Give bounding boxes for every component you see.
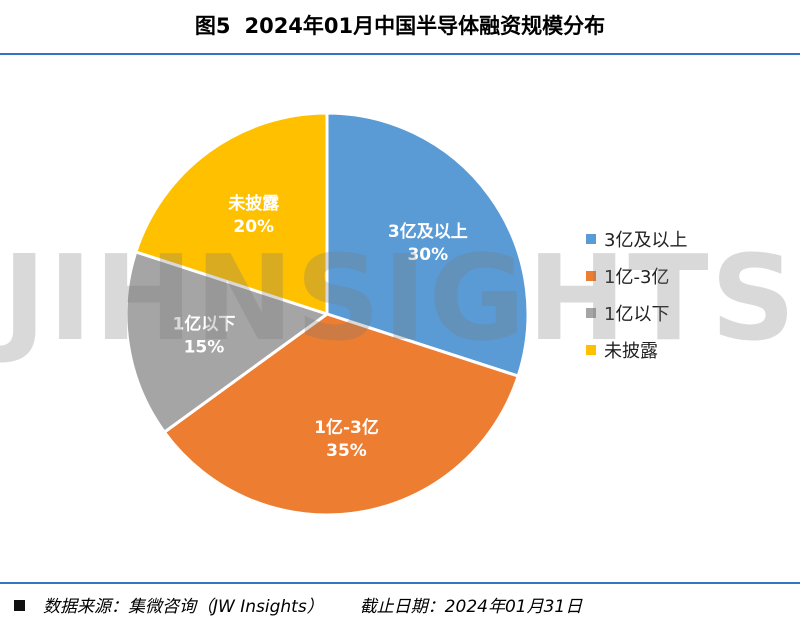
pie-slice-4 bbox=[134, 111, 329, 316]
legend-swatch bbox=[586, 308, 596, 318]
pie-slice-2 bbox=[162, 312, 520, 517]
slice-category-label: 1亿-3亿 bbox=[314, 417, 379, 438]
bottom-divider bbox=[0, 582, 800, 584]
legend-swatch bbox=[586, 234, 596, 244]
slice-percent-label: 35% bbox=[326, 441, 367, 461]
figure-number: 图5 bbox=[194, 14, 231, 38]
legend-swatch bbox=[586, 271, 596, 281]
slice-percent-label: 30% bbox=[407, 245, 448, 265]
pie-slices bbox=[124, 111, 530, 517]
slice-percent-label: 20% bbox=[233, 217, 274, 237]
slice-category-label: 未披露 bbox=[227, 193, 280, 214]
pie-chart: 3亿及以上 30% 1亿-3亿 35% 1亿以下 15% 未披露 20% 3亿及以上 1亿-3亿… bbox=[124, 111, 687, 517]
legend-label: 1亿以下 bbox=[604, 304, 669, 325]
pie-slice-1 bbox=[325, 111, 530, 378]
slice-percent-label: 15% bbox=[184, 337, 225, 357]
pie-slice-3 bbox=[124, 250, 329, 434]
slice-category-label: 3亿及以上 bbox=[388, 221, 468, 242]
legend-label: 3亿及以上 bbox=[604, 230, 687, 251]
square-bullet-icon bbox=[14, 599, 25, 611]
pie-labels: 3亿及以上 30% 1亿-3亿 35% 1亿以下 15% 未披露 20% bbox=[172, 193, 467, 461]
data-source: 数据来源：集微咨询（JW Insights） bbox=[43, 597, 324, 617]
legend-swatch bbox=[586, 345, 596, 355]
legend-label: 未披露 bbox=[604, 341, 658, 362]
title-text: 2024年01月中国半导体融资规模分布 bbox=[244, 14, 606, 38]
top-divider bbox=[0, 53, 800, 55]
footer: 数据来源：集微咨询（JW Insights） 截止日期：2024年01月31日 bbox=[14, 590, 582, 624]
legend-label: 1亿-3亿 bbox=[604, 267, 669, 288]
cutoff-date: 截止日期：2024年01月31日 bbox=[359, 597, 583, 617]
chart-title: 图5 2024年01月中国半导体融资规模分布 bbox=[0, 0, 800, 52]
slice-category-label: 1亿以下 bbox=[172, 313, 235, 334]
